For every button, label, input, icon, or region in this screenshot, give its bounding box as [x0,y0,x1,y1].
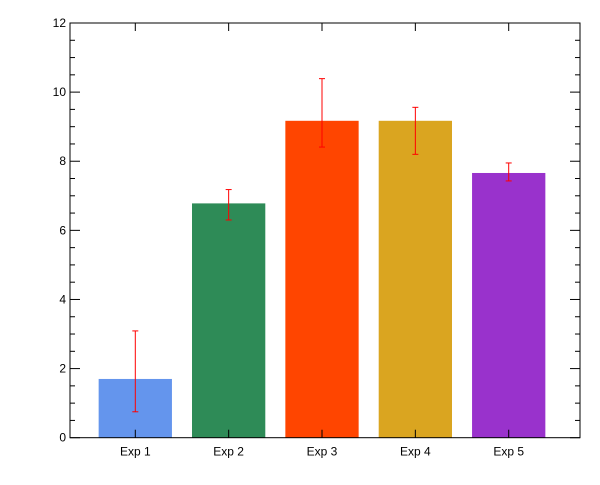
bar-2 [192,203,266,438]
x-tick-label: Exp 4 [400,445,431,459]
y-tick-label: 8 [59,154,66,168]
x-tick-label: Exp 3 [307,445,338,459]
x-tick-label: Exp 2 [213,445,244,459]
bar-3 [285,120,359,438]
bar-4 [378,120,452,438]
x-tick-label: Exp 1 [120,445,151,459]
y-tick-label: 6 [59,223,66,237]
y-tick-label: 2 [59,362,66,376]
y-tick-label: 12 [53,16,67,30]
y-tick-label: 10 [53,85,67,99]
x-tick-label: Exp 5 [493,445,524,459]
bar-5 [472,172,546,438]
y-tick-label: 0 [59,431,66,445]
y-tick-label: 4 [59,292,66,306]
